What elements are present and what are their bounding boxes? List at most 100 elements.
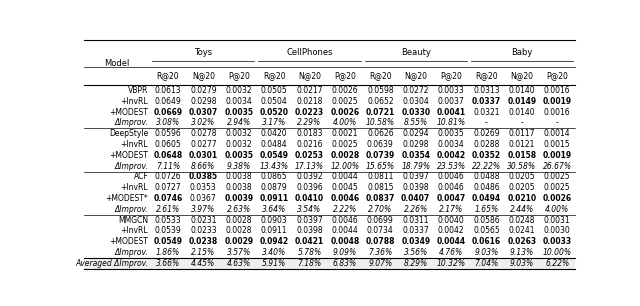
- Text: 0.0117: 0.0117: [509, 129, 535, 138]
- Text: 0.0035: 0.0035: [224, 151, 253, 160]
- Text: R@20: R@20: [476, 71, 498, 80]
- Text: 0.0030: 0.0030: [544, 226, 571, 236]
- Text: 0.0865: 0.0865: [261, 172, 287, 181]
- Text: 0.0392: 0.0392: [296, 172, 323, 181]
- Text: MMGCN: MMGCN: [118, 216, 148, 225]
- Text: 0.0648: 0.0648: [154, 151, 182, 160]
- Text: P@20: P@20: [440, 71, 462, 80]
- Text: 0.0903: 0.0903: [260, 216, 287, 225]
- Text: 0.0272: 0.0272: [403, 86, 429, 95]
- Text: ΔImprov.: ΔImprov.: [115, 248, 148, 257]
- Text: 0.0505: 0.0505: [260, 86, 287, 95]
- Text: 0.0613: 0.0613: [155, 86, 181, 95]
- Text: ACF: ACF: [134, 172, 148, 181]
- Text: 7.04%: 7.04%: [474, 259, 499, 268]
- Text: 0.0494: 0.0494: [472, 194, 501, 203]
- Text: 0.0217: 0.0217: [296, 86, 323, 95]
- Text: 0.0699: 0.0699: [367, 216, 394, 225]
- Text: 0.0034: 0.0034: [438, 140, 465, 149]
- Text: N@20: N@20: [298, 71, 321, 80]
- Text: 0.0330: 0.0330: [401, 107, 430, 117]
- Text: 0.0352: 0.0352: [472, 151, 501, 160]
- Text: 5.78%: 5.78%: [298, 248, 322, 257]
- Text: 0.0037: 0.0037: [438, 97, 465, 106]
- Text: 2.29%: 2.29%: [298, 118, 322, 127]
- Text: 0.0014: 0.0014: [544, 129, 571, 138]
- Text: 0.0216: 0.0216: [296, 140, 323, 149]
- Text: 0.0307: 0.0307: [189, 107, 218, 117]
- Text: 8.55%: 8.55%: [404, 118, 428, 127]
- Text: 0.0028: 0.0028: [225, 226, 252, 236]
- Text: 6.83%: 6.83%: [333, 259, 357, 268]
- Text: Model: Model: [104, 59, 130, 68]
- Text: 0.0044: 0.0044: [332, 172, 358, 181]
- Text: 3.02%: 3.02%: [191, 118, 216, 127]
- Text: 0.0488: 0.0488: [473, 172, 500, 181]
- Text: 0.0649: 0.0649: [155, 97, 181, 106]
- Text: 0.0746: 0.0746: [154, 194, 182, 203]
- Text: 0.0158: 0.0158: [508, 151, 536, 160]
- Text: +InvRL: +InvRL: [121, 226, 148, 236]
- Text: 0.0652: 0.0652: [367, 97, 394, 106]
- Text: 8.66%: 8.66%: [191, 162, 216, 171]
- Text: 10.00%: 10.00%: [543, 248, 572, 257]
- Text: 9.03%: 9.03%: [510, 259, 534, 268]
- Text: 0.0019: 0.0019: [543, 97, 572, 106]
- Text: 0.0398: 0.0398: [403, 183, 429, 192]
- Text: 0.0410: 0.0410: [295, 194, 324, 203]
- Text: 0.0038: 0.0038: [225, 172, 252, 181]
- Text: N@20: N@20: [192, 71, 215, 80]
- Text: 0.0304: 0.0304: [403, 97, 429, 106]
- Text: 0.0046: 0.0046: [438, 183, 465, 192]
- Text: 2.63%: 2.63%: [227, 205, 251, 214]
- Text: ΔImprov.: ΔImprov.: [115, 205, 148, 214]
- Text: 4.00%: 4.00%: [333, 118, 357, 127]
- Text: 1.65%: 1.65%: [474, 205, 499, 214]
- Text: P@20: P@20: [547, 71, 568, 80]
- Text: 0.0044: 0.0044: [436, 237, 466, 246]
- Text: 0.0598: 0.0598: [367, 86, 394, 95]
- Text: 0.0734: 0.0734: [367, 226, 394, 236]
- Text: 0.0218: 0.0218: [296, 97, 323, 106]
- Text: 3.66%: 3.66%: [156, 259, 180, 268]
- Text: 0.0586: 0.0586: [473, 216, 500, 225]
- Text: R@20: R@20: [157, 71, 179, 80]
- Text: 0.0420: 0.0420: [261, 129, 287, 138]
- Text: 0.0042: 0.0042: [436, 151, 466, 160]
- Text: 30.58%: 30.58%: [508, 162, 536, 171]
- Text: 0.0253: 0.0253: [295, 151, 324, 160]
- Text: 0.0354: 0.0354: [401, 151, 430, 160]
- Text: 2.61%: 2.61%: [156, 205, 180, 214]
- Text: +MODEST: +MODEST: [109, 151, 148, 160]
- Text: 0.0942: 0.0942: [260, 237, 289, 246]
- Text: 0.0025: 0.0025: [332, 140, 358, 149]
- Text: 2.94%: 2.94%: [227, 118, 251, 127]
- Text: 0.0016: 0.0016: [544, 86, 571, 95]
- Text: 2.44%: 2.44%: [510, 205, 534, 214]
- Text: 0.0626: 0.0626: [367, 129, 394, 138]
- Text: 0.0879: 0.0879: [261, 183, 287, 192]
- Text: VBPR: VBPR: [128, 86, 148, 95]
- Text: 23.53%: 23.53%: [436, 162, 466, 171]
- Text: R@20: R@20: [263, 71, 285, 80]
- Text: +MODEST: +MODEST: [109, 237, 148, 246]
- Text: 0.0484: 0.0484: [261, 140, 287, 149]
- Text: 0.0031: 0.0031: [544, 216, 571, 225]
- Text: -: -: [485, 118, 488, 127]
- Text: 0.0298: 0.0298: [403, 140, 429, 149]
- Text: 0.0811: 0.0811: [367, 172, 394, 181]
- Text: 2.26%: 2.26%: [404, 205, 428, 214]
- Text: 0.0639: 0.0639: [367, 140, 394, 149]
- Text: 0.0539: 0.0539: [155, 226, 181, 236]
- Text: 0.0149: 0.0149: [508, 97, 536, 106]
- Text: 0.0486: 0.0486: [473, 183, 500, 192]
- Text: 0.0046: 0.0046: [332, 216, 358, 225]
- Text: 2.17%: 2.17%: [439, 205, 463, 214]
- Text: 0.0911: 0.0911: [261, 226, 287, 236]
- Text: 3.57%: 3.57%: [227, 248, 251, 257]
- Text: 0.0421: 0.0421: [295, 237, 324, 246]
- Text: 0.0140: 0.0140: [509, 86, 535, 95]
- Text: 0.0788: 0.0788: [365, 237, 395, 246]
- Text: 10.32%: 10.32%: [436, 259, 466, 268]
- Text: +InvRL: +InvRL: [121, 97, 148, 106]
